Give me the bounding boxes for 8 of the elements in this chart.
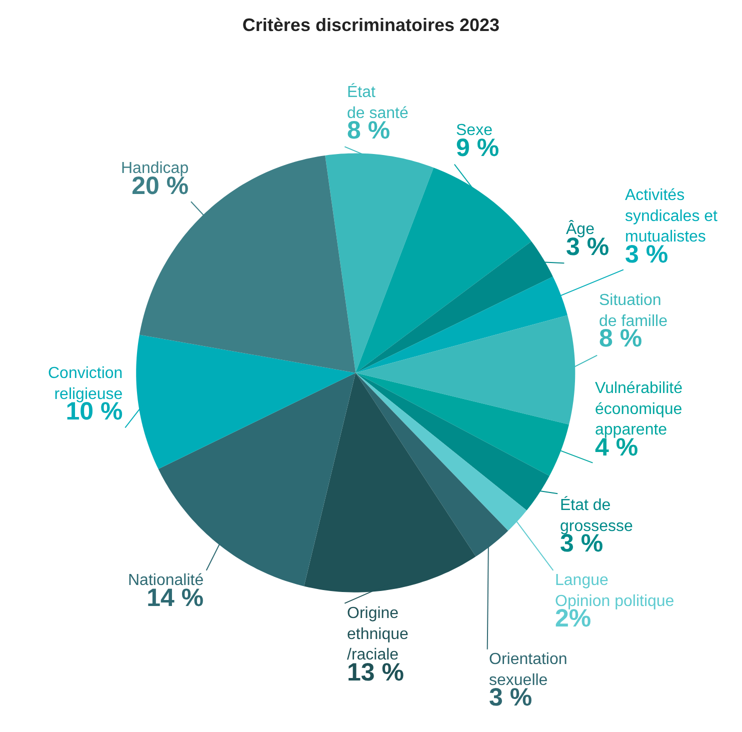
slice-label: Activités syndicales et mutualistes (625, 187, 718, 246)
slice-label: Sexe (456, 122, 493, 139)
chart-title: Critères discriminatoires 2023 (242, 14, 500, 35)
slice-label: Situation de famille (599, 292, 668, 330)
slice-label: Nationalité (128, 572, 204, 589)
slice-label: État de santé (347, 83, 408, 122)
slice-label: Origine ethnique /raciale (347, 605, 408, 664)
slice-label: Orientation sexuelle (489, 651, 568, 689)
